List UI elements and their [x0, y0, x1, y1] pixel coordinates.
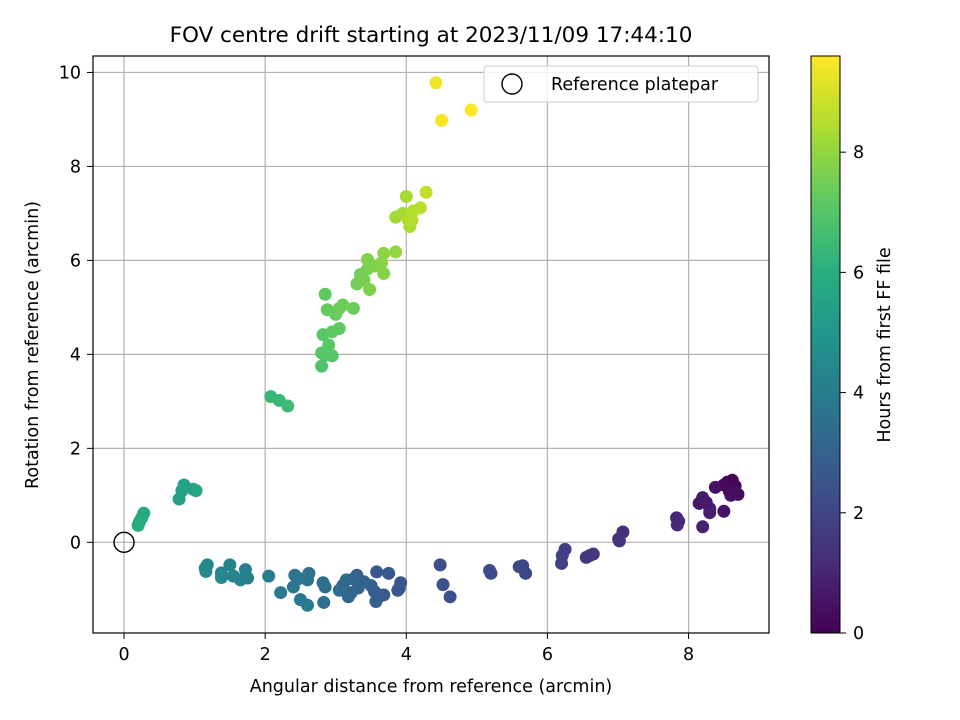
x-tick-label: 0	[118, 645, 129, 665]
data-point	[346, 301, 360, 315]
data-point	[317, 595, 331, 609]
data-point	[288, 568, 302, 582]
data-point	[286, 580, 300, 594]
data-point	[363, 283, 377, 297]
y-tick-label: 6	[70, 251, 81, 271]
data-point	[199, 564, 213, 578]
reference-platepar-marker	[113, 531, 135, 554]
data-point	[703, 506, 717, 520]
data-point	[433, 558, 447, 572]
colorbar-tick-label: 8	[853, 143, 864, 163]
colorbar-tick-label: 0	[853, 624, 864, 644]
colorbar: 0 2 4 6 8 Hours from first FF file	[810, 55, 895, 644]
data-point	[223, 558, 237, 572]
x-axis-label: Angular distance from reference (arcmin)	[250, 677, 613, 697]
x-tick-label: 2	[260, 645, 271, 665]
x-tick-label: 4	[401, 645, 412, 665]
data-point	[301, 598, 315, 612]
data-point	[281, 399, 295, 413]
data-point	[696, 520, 710, 534]
y-tick-label: 0	[70, 533, 81, 553]
y-tick-label: 2	[70, 439, 81, 459]
data-point	[612, 534, 626, 548]
data-point	[357, 273, 371, 287]
y-axis-ticks: 0 2 4 6 8 10	[59, 63, 93, 553]
data-point	[464, 103, 478, 117]
data-point	[382, 566, 396, 580]
data-point	[262, 569, 276, 583]
colorbar-label: Hours from first FF file	[875, 247, 895, 442]
y-axis-label: Rotation from reference (arcmin)	[23, 201, 43, 489]
data-point	[131, 518, 145, 532]
data-point	[315, 359, 329, 373]
data-point	[696, 491, 710, 505]
y-tick-label: 10	[59, 63, 81, 83]
data-point	[435, 113, 449, 127]
data-point	[429, 76, 443, 90]
data-point	[318, 287, 332, 301]
colorbar-tick-label: 2	[853, 504, 864, 524]
data-point	[413, 201, 427, 215]
plot-grid	[93, 56, 769, 633]
data-point	[325, 349, 339, 363]
data-point	[332, 322, 346, 336]
data-point	[443, 590, 457, 604]
data-point	[399, 189, 413, 203]
data-point	[436, 578, 450, 592]
data-point	[332, 583, 346, 597]
data-point	[341, 590, 355, 604]
x-tick-label: 8	[683, 645, 694, 665]
data-points	[131, 76, 745, 612]
data-point	[419, 185, 433, 199]
data-point	[318, 580, 332, 594]
colorbar-tick-label: 6	[853, 263, 864, 283]
data-point	[370, 565, 384, 579]
legend-box	[483, 65, 759, 103]
data-point	[670, 518, 684, 532]
chart-title: FOV centre drift starting at 2023/11/09 …	[170, 23, 693, 48]
colorbar-gradient	[810, 55, 841, 634]
y-tick-label: 4	[70, 345, 81, 365]
data-point	[391, 583, 405, 597]
data-point	[369, 595, 383, 609]
data-point	[214, 571, 228, 585]
data-point	[189, 484, 203, 498]
x-tick-label: 6	[542, 645, 553, 665]
data-point	[717, 504, 731, 518]
data-point	[377, 246, 391, 260]
data-point	[389, 245, 403, 259]
data-point	[172, 492, 186, 506]
data-point	[484, 566, 498, 580]
data-point	[512, 560, 526, 574]
colorbar-ticks: 0 2 4 6 8	[840, 143, 864, 644]
data-point	[579, 550, 593, 564]
data-point	[226, 569, 240, 583]
data-point	[274, 586, 288, 600]
colorbar-tick-label: 4	[853, 384, 864, 404]
data-point	[708, 480, 722, 494]
data-point	[336, 298, 350, 312]
data-point	[377, 267, 391, 281]
data-point	[322, 338, 336, 352]
y-tick-label: 8	[70, 157, 81, 177]
plot-frame	[92, 55, 770, 634]
legend-marker	[501, 73, 523, 95]
legend: Reference platepar	[483, 65, 759, 103]
data-point	[555, 556, 569, 570]
x-axis-ticks: 0 2 4 6 8	[118, 633, 694, 665]
data-point	[724, 488, 738, 502]
legend-label: Reference platepar	[551, 75, 719, 95]
